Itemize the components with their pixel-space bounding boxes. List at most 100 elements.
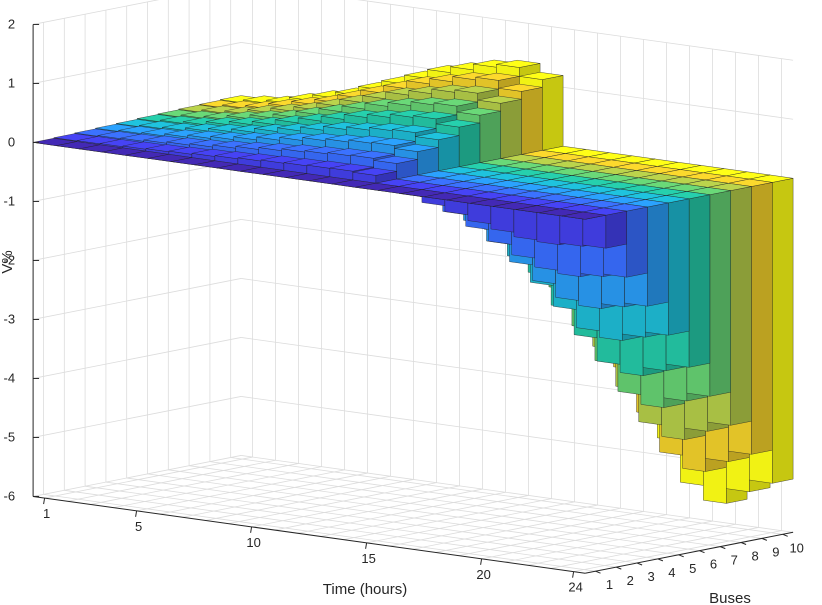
grid-line — [67, 459, 276, 502]
grid-line — [126, 477, 679, 556]
y-tick-mark — [678, 554, 684, 558]
y-tick-label: 8 — [751, 549, 758, 564]
grid-line — [159, 472, 368, 515]
bar-top-face — [436, 119, 480, 128]
bar-top-face — [456, 107, 501, 116]
bar-side-face — [709, 190, 731, 397]
x-tick-label: 10 — [246, 535, 260, 550]
grid-line — [241, 455, 794, 533]
bar-side-face — [458, 122, 481, 168]
grid-line — [33, 42, 242, 84]
grid-line — [320, 495, 529, 537]
grid-line — [168, 469, 721, 547]
bar-side-face — [605, 210, 627, 249]
y-axis-label: Buses — [709, 590, 751, 605]
bar-top-face — [413, 111, 457, 120]
grid-line — [33, 278, 242, 320]
y-tick-label: 6 — [710, 557, 717, 572]
y-tick-mark — [636, 562, 643, 566]
y-tick-label: 5 — [689, 561, 696, 576]
bar-top-face — [371, 137, 416, 146]
y-tick-label: 2 — [627, 573, 634, 588]
grid-line — [251, 485, 460, 528]
x-tick-mark — [365, 542, 368, 549]
z-tick-label: -3 — [4, 311, 16, 326]
bar-top-face — [433, 98, 478, 107]
bar-side-face — [500, 98, 522, 159]
bar-top-face — [394, 144, 439, 152]
grid-line — [458, 514, 667, 557]
bar-side-face — [772, 177, 794, 484]
grid-line — [33, 396, 242, 438]
y-tick-label: 10 — [789, 540, 803, 555]
bar-side-face — [626, 206, 648, 278]
grid-line — [85, 485, 638, 564]
z-tick-label: 2 — [8, 16, 15, 31]
grid-line — [343, 498, 552, 541]
grid-line — [205, 479, 414, 521]
z-axis-label: V% — [0, 250, 16, 273]
y-tick-label: 7 — [731, 553, 738, 568]
bars-layer — [33, 59, 794, 504]
grid-line — [504, 520, 713, 563]
x-tick-label: 24 — [568, 580, 582, 595]
bar-side-face — [417, 147, 439, 176]
x-tick-mark — [250, 526, 253, 533]
grid-line — [33, 219, 242, 261]
x-tick-mark — [43, 497, 46, 505]
x-tick-label: 5 — [135, 519, 142, 534]
grid-line — [182, 475, 391, 518]
grid-line — [90, 463, 299, 505]
grid-line — [136, 469, 345, 512]
bar-top-face — [350, 150, 395, 159]
grid-line — [209, 461, 762, 539]
grid-line — [550, 527, 759, 569]
z-tick-label: -1 — [4, 193, 16, 208]
grid-line — [357, 0, 794, 61]
bar-top-face — [352, 167, 397, 176]
bar-side-face — [730, 186, 752, 426]
grid-line — [113, 466, 322, 509]
bar-side-face — [688, 194, 711, 368]
x-tick-mark — [572, 571, 575, 578]
bar-top-face — [329, 163, 374, 172]
grid-line — [230, 457, 783, 535]
x-tick-mark — [135, 510, 138, 517]
bar-top-face — [562, 211, 606, 220]
y-tick-label: 1 — [606, 577, 613, 592]
bar-top-face — [496, 59, 541, 68]
bar-top-face — [477, 95, 522, 104]
grid-line — [274, 488, 483, 531]
bar-top-face — [519, 72, 564, 80]
grid-line — [64, 489, 617, 568]
bar — [352, 167, 397, 184]
y-tick-mark — [657, 558, 664, 562]
bar-top-face — [498, 83, 543, 92]
grid-line — [366, 501, 575, 544]
bar-top-face — [373, 155, 418, 164]
y-tick-mark — [595, 570, 601, 574]
bar-side-face — [479, 110, 501, 164]
z-tick-label: -2 — [4, 252, 16, 267]
grid-line — [43, 494, 596, 572]
bar-side-face — [521, 86, 543, 155]
x-axis-label: Time (hours) — [323, 581, 407, 598]
bar-side-face — [542, 75, 564, 151]
y-tick-mark — [740, 542, 747, 545]
y-tick-label: 4 — [668, 565, 675, 580]
grid-line — [481, 517, 690, 560]
grid-line — [573, 530, 782, 573]
bar-side-face — [647, 202, 669, 307]
grid-line — [412, 507, 621, 550]
bar-side-face — [751, 182, 773, 455]
x-tick-mark — [480, 558, 483, 565]
axis-line — [33, 495, 586, 574]
grid-line — [105, 481, 658, 560]
grid-line — [33, 0, 160, 25]
z-tick-label: 1 — [8, 75, 15, 90]
x-tick-label: 15 — [361, 551, 375, 566]
y-tick-label: 9 — [772, 544, 779, 559]
grid-line — [44, 456, 253, 499]
